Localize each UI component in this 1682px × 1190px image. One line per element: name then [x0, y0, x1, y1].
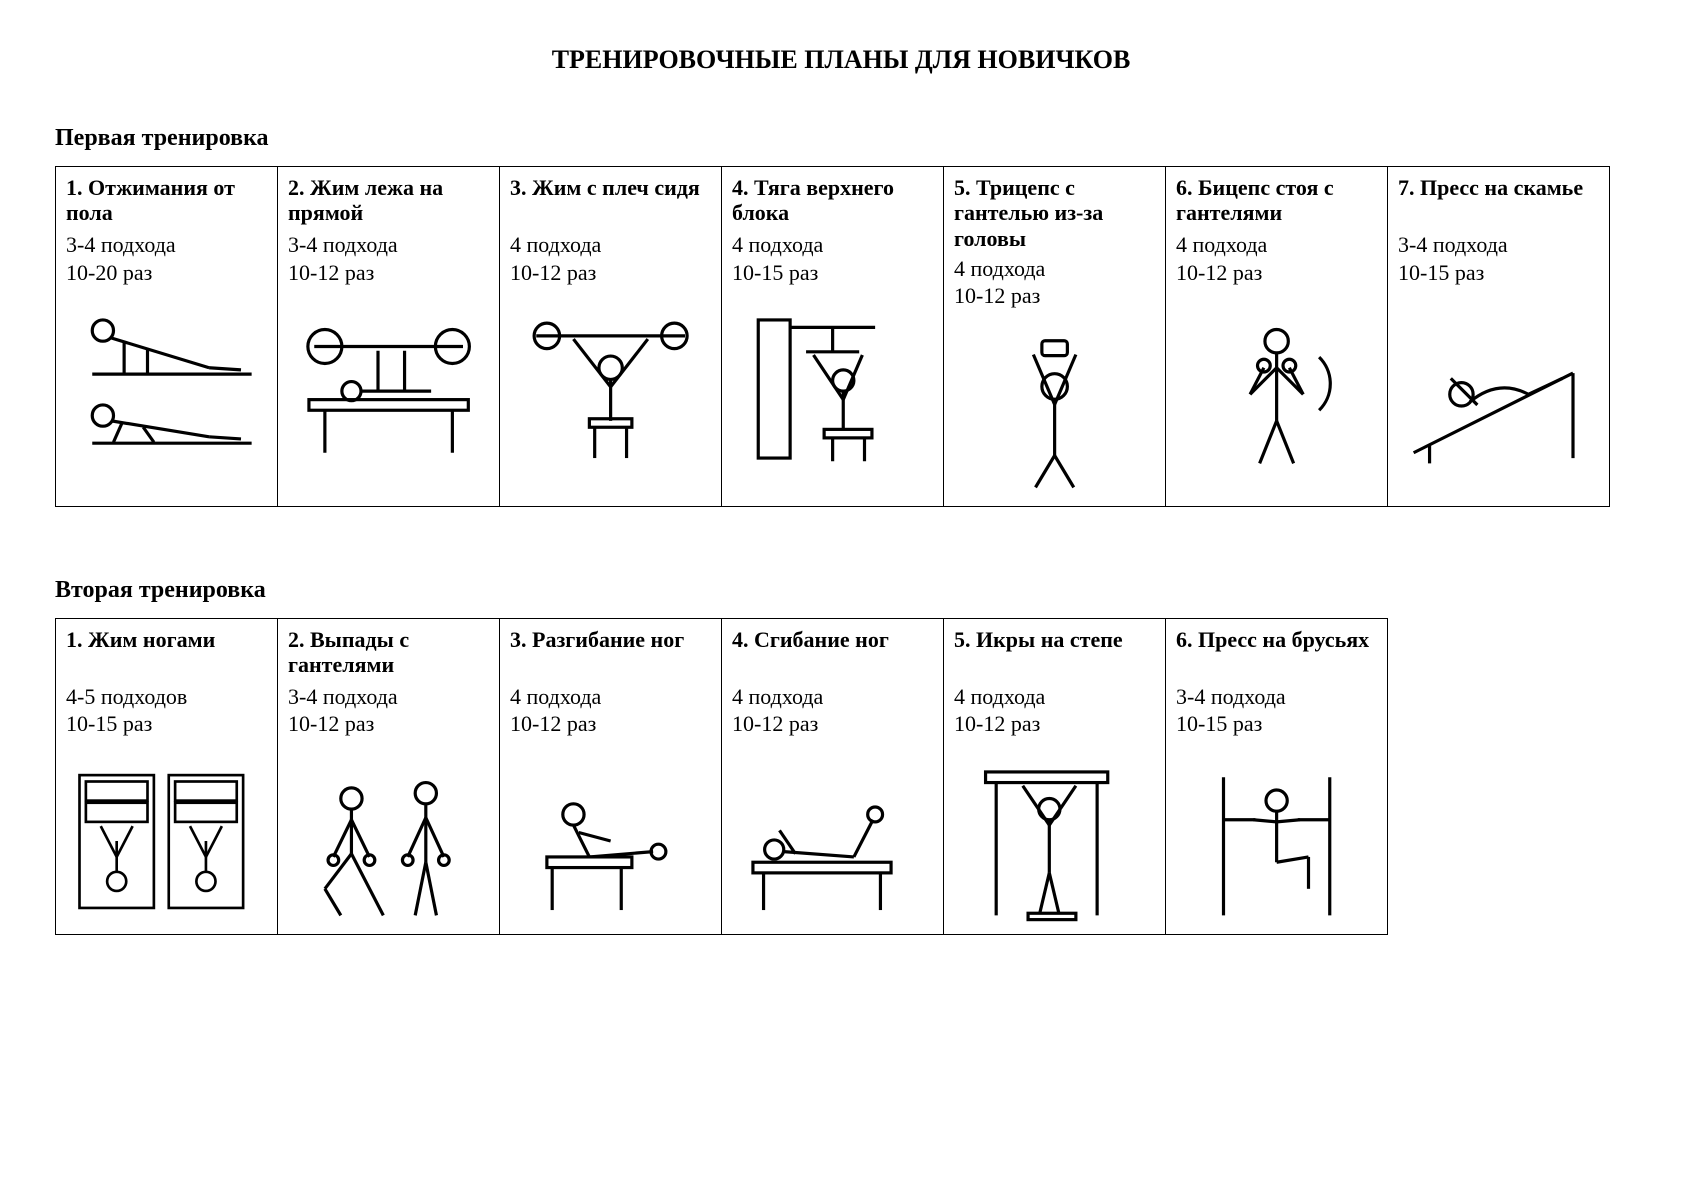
exercise-title: 1. Жим ногами	[66, 627, 267, 679]
exercise-title: 6. Бицепс стоя с гантелями	[1176, 175, 1377, 227]
leg-extension-icon	[510, 756, 711, 926]
exercise-cell: 6. Бицепс стоя с гантелями 4 подхода 10-…	[1166, 167, 1388, 507]
exercise-reps: 10-12 раз	[954, 282, 1155, 310]
exercise-title: 5. Икры на степе	[954, 627, 1155, 679]
exercise-title: 2. Выпады с гантелями	[288, 627, 489, 679]
shoulder-press-icon	[510, 304, 711, 474]
exercise-sets: 3-4 подхода	[66, 231, 267, 259]
workout-table-1: 1. Отжимания от пола 3-4 подхода 10-20 р…	[55, 166, 1610, 507]
exercise-cell: 1. Жим ногами 4-5 подходов 10-15 раз	[56, 618, 278, 934]
exercise-cell: 5. Икры на степе 4 подхода 10-12 раз	[944, 618, 1166, 934]
exercise-sets: 4 подхода	[1176, 231, 1377, 259]
exercise-reps: 10-12 раз	[288, 259, 489, 287]
section-heading-1: Первая тренировка	[55, 125, 1627, 152]
pushup-icon	[66, 304, 267, 474]
exercise-cell: 5. Трицепс с гантелью из-за головы 4 под…	[944, 167, 1166, 507]
exercise-title: 7. Пресс на скамье	[1398, 175, 1599, 227]
exercise-sets: 4 подхода	[954, 683, 1155, 711]
exercise-reps: 10-12 раз	[510, 710, 711, 738]
exercise-title: 5. Трицепс с гантелью из-за головы	[954, 175, 1155, 251]
lat-pulldown-icon	[732, 304, 933, 474]
lunges-icon	[288, 756, 489, 926]
exercise-sets: 4 подхода	[732, 683, 933, 711]
biceps-curl-icon	[1176, 304, 1377, 474]
bench-crunch-icon	[1398, 304, 1599, 474]
leg-press-icon	[66, 756, 267, 926]
exercise-sets: 3-4 подхода	[1176, 683, 1377, 711]
exercise-cell: 4. Тяга верхнего блока 4 подхода 10-15 р…	[722, 167, 944, 507]
exercise-title: 3. Жим с плеч сидя	[510, 175, 711, 227]
exercise-cell: 1. Отжимания от пола 3-4 подхода 10-20 р…	[56, 167, 278, 507]
exercise-cell: 7. Пресс на скамье 3-4 подхода 10-15 раз	[1388, 167, 1610, 507]
workout-table-2: 1. Жим ногами 4-5 подходов 10-15 раз 2. …	[55, 618, 1388, 935]
exercise-sets: 3-4 подхода	[288, 231, 489, 259]
exercise-cell: 3. Разгибание ног 4 подхода 10-12 раз	[500, 618, 722, 934]
exercise-reps: 10-15 раз	[1176, 710, 1377, 738]
exercise-title: 1. Отжимания от пола	[66, 175, 267, 227]
exercise-reps: 10-12 раз	[954, 710, 1155, 738]
exercise-reps: 10-15 раз	[732, 259, 933, 287]
calf-raise-icon	[954, 756, 1155, 926]
exercise-cell: 2. Выпады с гантелями 3-4 подхода 10-12 …	[278, 618, 500, 934]
triceps-overhead-icon	[954, 328, 1155, 498]
exercise-reps: 10-15 раз	[66, 710, 267, 738]
exercise-reps: 10-15 раз	[1398, 259, 1599, 287]
exercise-sets: 4-5 подходов	[66, 683, 267, 711]
exercise-cell: 4. Сгибание ног 4 подхода 10-12 раз	[722, 618, 944, 934]
page-title: ТРЕНИРОВОЧНЫЕ ПЛАНЫ ДЛЯ НОВИЧКОВ	[55, 45, 1627, 75]
exercise-sets: 4 подхода	[510, 683, 711, 711]
leg-curl-icon	[732, 756, 933, 926]
exercise-sets: 4 подхода	[510, 231, 711, 259]
dip-abs-icon	[1176, 756, 1377, 926]
exercise-reps: 10-12 раз	[1176, 259, 1377, 287]
exercise-sets: 4 подхода	[954, 255, 1155, 283]
exercise-reps: 10-12 раз	[732, 710, 933, 738]
exercise-reps: 10-12 раз	[288, 710, 489, 738]
exercise-cell: 6. Пресс на брусьях 3-4 подхода 10-15 ра…	[1166, 618, 1388, 934]
exercise-title: 4. Тяга верхнего блока	[732, 175, 933, 227]
exercise-sets: 3-4 подхода	[288, 683, 489, 711]
exercise-sets: 4 подхода	[732, 231, 933, 259]
section-heading-2: Вторая тренировка	[55, 577, 1627, 604]
exercise-cell: 2. Жим лежа на прямой 3-4 подхода 10-12 …	[278, 167, 500, 507]
exercise-reps: 10-20 раз	[66, 259, 267, 287]
exercise-title: 2. Жим лежа на прямой	[288, 175, 489, 227]
exercise-title: 4. Сгибание ног	[732, 627, 933, 679]
exercise-sets: 3-4 подхода	[1398, 231, 1599, 259]
exercise-title: 3. Разгибание ног	[510, 627, 711, 679]
exercise-cell: 3. Жим с плеч сидя 4 подхода 10-12 раз	[500, 167, 722, 507]
exercise-reps: 10-12 раз	[510, 259, 711, 287]
bench-press-icon	[288, 304, 489, 474]
document-page: ТРЕНИРОВОЧНЫЕ ПЛАНЫ ДЛЯ НОВИЧКОВ Первая …	[0, 0, 1682, 995]
exercise-title: 6. Пресс на брусьях	[1176, 627, 1377, 679]
